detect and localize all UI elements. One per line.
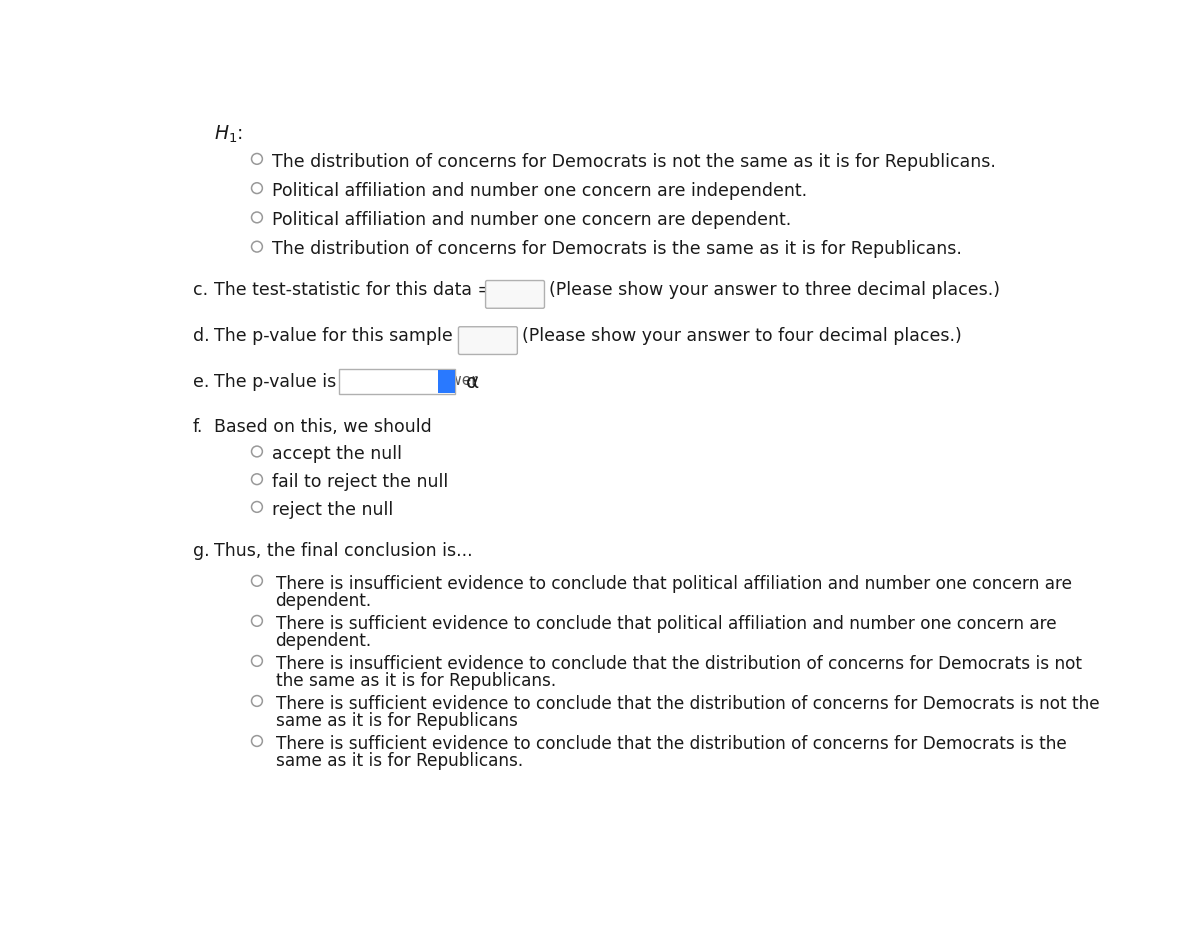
Text: The distribution of concerns for Democrats is the same as it is for Republicans.: The distribution of concerns for Democra…	[272, 240, 962, 258]
Text: The p-value is: The p-value is	[214, 373, 336, 391]
Text: e.: e.	[193, 373, 209, 391]
Text: dependent.: dependent.	[276, 632, 372, 650]
Text: reject the null: reject the null	[272, 500, 394, 518]
Text: f.: f.	[193, 418, 203, 436]
Text: same as it is for Republicans: same as it is for Republicans	[276, 712, 517, 730]
FancyBboxPatch shape	[438, 370, 455, 393]
Text: the same as it is for Republicans.: the same as it is for Republicans.	[276, 671, 556, 690]
Text: dependent.: dependent.	[276, 592, 372, 609]
Text: accept the null: accept the null	[272, 445, 402, 463]
Text: The test-statistic for this data =: The test-statistic for this data =	[214, 281, 492, 299]
Text: c.: c.	[193, 281, 208, 299]
Text: The distribution of concerns for Democrats is not the same as it is for Republic: The distribution of concerns for Democra…	[272, 153, 996, 171]
Text: ∧: ∧	[440, 374, 449, 384]
Text: There is insufficient evidence to conclude that the distribution of concerns for: There is insufficient evidence to conclu…	[276, 654, 1081, 672]
FancyBboxPatch shape	[340, 369, 455, 393]
Text: Political affiliation and number one concern are independent.: Political affiliation and number one con…	[272, 182, 808, 200]
Text: Political affiliation and number one concern are dependent.: Political affiliation and number one con…	[272, 211, 792, 229]
Text: g.: g.	[193, 543, 209, 561]
Text: same as it is for Republicans.: same as it is for Republicans.	[276, 752, 523, 770]
Text: (Please show your answer to four decimal places.): (Please show your answer to four decimal…	[522, 327, 961, 345]
Text: Thus, the final conclusion is...: Thus, the final conclusion is...	[214, 543, 472, 561]
Text: d.: d.	[193, 327, 209, 345]
Text: Select an answer: Select an answer	[346, 373, 478, 388]
Text: α: α	[466, 373, 479, 392]
Text: There is sufficient evidence to conclude that the distribution of concerns for D: There is sufficient evidence to conclude…	[276, 735, 1067, 753]
Text: Based on this, we should: Based on this, we should	[214, 418, 431, 436]
FancyBboxPatch shape	[486, 281, 545, 308]
Text: $H_1$:: $H_1$:	[214, 123, 242, 145]
Text: There is sufficient evidence to conclude that the distribution of concerns for D: There is sufficient evidence to conclude…	[276, 695, 1099, 713]
Text: fail to reject the null: fail to reject the null	[272, 473, 449, 491]
Text: There is insufficient evidence to conclude that political affiliation and number: There is insufficient evidence to conclu…	[276, 575, 1072, 593]
FancyBboxPatch shape	[458, 327, 517, 354]
Text: ∨: ∨	[440, 383, 449, 393]
Text: The p-value for this sample =: The p-value for this sample =	[214, 327, 473, 345]
Text: There is sufficient evidence to conclude that political affiliation and number o: There is sufficient evidence to conclude…	[276, 615, 1056, 633]
Text: (Please show your answer to three decimal places.): (Please show your answer to three decima…	[550, 281, 1000, 299]
